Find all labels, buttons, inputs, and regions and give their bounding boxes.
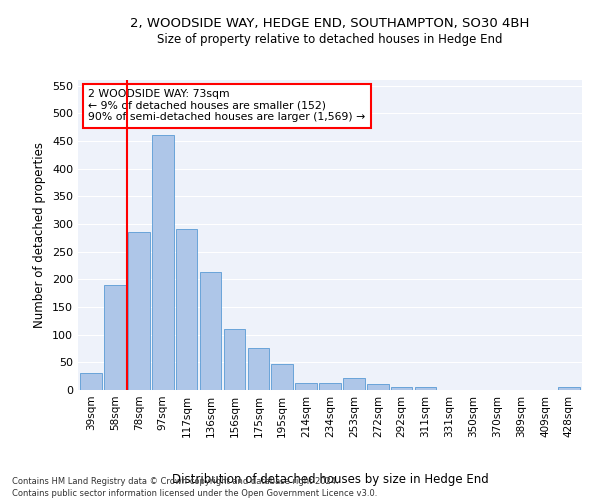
Text: 2 WOODSIDE WAY: 73sqm
← 9% of detached houses are smaller (152)
90% of semi-deta: 2 WOODSIDE WAY: 73sqm ← 9% of detached h… <box>88 90 365 122</box>
Bar <box>224 329 245 390</box>
Bar <box>200 272 221 390</box>
Text: 2, WOODSIDE WAY, HEDGE END, SOUTHAMPTON, SO30 4BH: 2, WOODSIDE WAY, HEDGE END, SOUTHAMPTON,… <box>130 18 530 30</box>
Bar <box>558 387 580 390</box>
Bar <box>176 230 197 390</box>
Text: Contains HM Land Registry data © Crown copyright and database right 2024.: Contains HM Land Registry data © Crown c… <box>12 478 338 486</box>
Bar <box>343 378 365 390</box>
Bar <box>128 232 149 390</box>
Text: Size of property relative to detached houses in Hedge End: Size of property relative to detached ho… <box>157 32 503 46</box>
Bar <box>415 387 436 390</box>
Text: Distribution of detached houses by size in Hedge End: Distribution of detached houses by size … <box>172 472 488 486</box>
Bar <box>319 384 341 390</box>
Bar <box>80 374 102 390</box>
Text: Contains public sector information licensed under the Open Government Licence v3: Contains public sector information licen… <box>12 489 377 498</box>
Bar <box>248 348 269 390</box>
Bar <box>295 383 317 390</box>
Bar <box>104 285 126 390</box>
Bar <box>367 384 389 390</box>
Y-axis label: Number of detached properties: Number of detached properties <box>34 142 46 328</box>
Bar <box>271 364 293 390</box>
Bar <box>152 136 173 390</box>
Bar <box>391 387 412 390</box>
